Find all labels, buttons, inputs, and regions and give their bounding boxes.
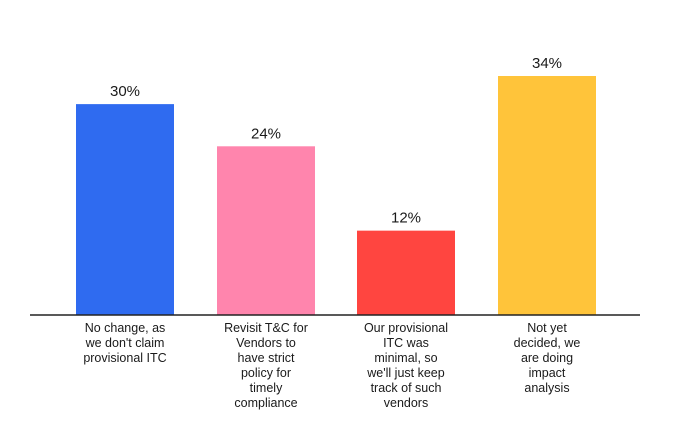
category-label-line: compliance: [234, 396, 297, 410]
category-label-line: we don't claim: [85, 336, 165, 350]
bar-4: [498, 76, 596, 315]
bar-value-label-4: 34%: [532, 55, 562, 72]
category-label-line: No change, as: [85, 321, 166, 335]
category-label-line: timely: [250, 381, 283, 395]
category-label-line: Not yet: [527, 321, 567, 335]
category-label-line: decided, we: [514, 336, 581, 350]
bar-1: [76, 104, 174, 315]
bar-value-label-2: 24%: [251, 125, 281, 142]
category-label-3: Our provisional ITC was minimal, so we'll j…: [364, 321, 448, 410]
category-label-line: we'll just keep: [366, 366, 444, 380]
category-label-4: Not yet decided, we are doing impact analysi…: [514, 321, 581, 395]
bar-2: [217, 146, 315, 315]
bar-value-label-3: 12%: [391, 210, 421, 227]
category-label-line: ITC was: [383, 336, 429, 350]
bar-value-label-1: 30%: [110, 83, 140, 100]
category-label-line: minimal, so: [374, 351, 437, 365]
category-label-line: Our provisional: [364, 321, 448, 335]
category-label-line: Vendors to: [236, 336, 296, 350]
category-label-line: are doing: [521, 351, 573, 365]
category-label-line: policy for: [241, 366, 291, 380]
value-labels-group: 30% 24% 12% 34%: [110, 55, 562, 227]
bars-group: [76, 76, 596, 315]
category-label-line: impact: [529, 366, 566, 380]
category-label-line: vendors: [384, 396, 428, 410]
category-label-line: have strict: [238, 351, 295, 365]
category-label-1: No change, as we don't claim provisional I…: [83, 321, 166, 365]
category-label-line: provisional ITC: [83, 351, 166, 365]
category-label-line: track of such: [371, 381, 442, 395]
category-labels-group: No change, as we don't claim provisional I…: [83, 321, 580, 410]
bar-3: [357, 230, 455, 315]
category-label-line: analysis: [524, 381, 569, 395]
category-label-2: Revisit T&C for Vendors to have strict poli…: [224, 321, 308, 410]
category-label-line: Revisit T&C for: [224, 321, 308, 335]
